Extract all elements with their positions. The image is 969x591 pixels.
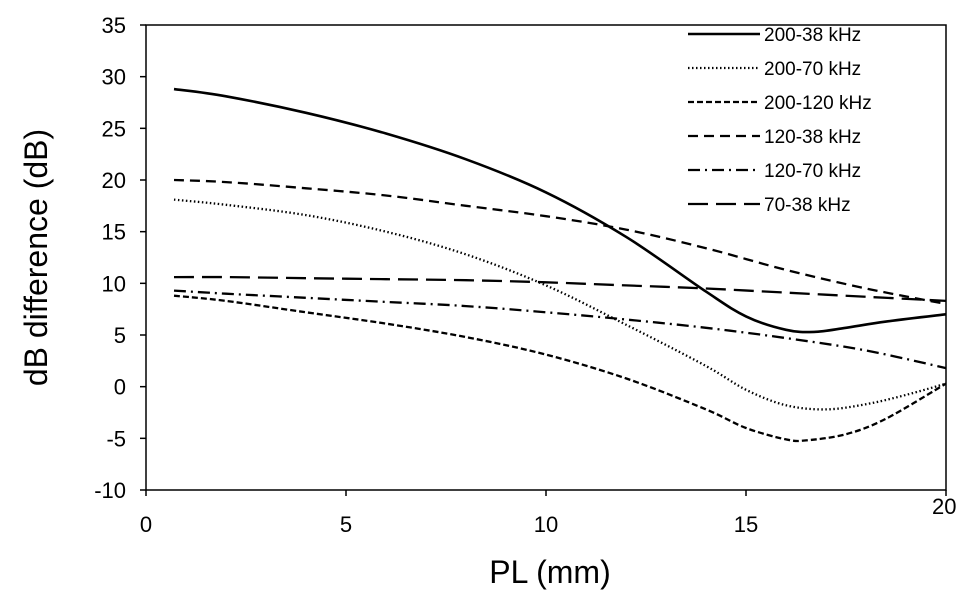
series-line <box>173 275 947 303</box>
legend-label: 120-70 kHz <box>764 161 861 182</box>
y-tick-label: 20 <box>102 168 126 193</box>
y-tick-label: 15 <box>102 220 126 245</box>
y-tick-label: 5 <box>114 323 126 348</box>
y-tick-label: -5 <box>106 426 126 451</box>
x-tick-label: 15 <box>734 512 758 537</box>
series-lines <box>173 87 947 443</box>
x-tick-label: 10 <box>534 512 558 537</box>
y-tick-label: 35 <box>102 13 126 38</box>
legend-label: 200-38 kHz <box>764 25 861 46</box>
y-tick-label: 30 <box>102 65 126 90</box>
y-tick-label: 25 <box>102 116 126 141</box>
series-line <box>173 87 947 334</box>
legend-label: 70-38 kHz <box>764 195 851 216</box>
x-axis: 0 5 10 15 20 <box>140 490 956 537</box>
y-tick-label: -10 <box>94 478 126 503</box>
legend-label: 200-70 kHz <box>764 59 861 80</box>
y-axis-title: dB difference (dB) <box>18 129 54 386</box>
x-tick-label: 0 <box>140 512 152 537</box>
legend: 200-38 kHz 200-70 kHz 200-120 kHz 120-38 kH… <box>688 25 872 216</box>
y-axis: -10 -5 0 5 10 15 20 25 30 35 <box>94 13 146 503</box>
x-tick-label: 5 <box>340 512 352 537</box>
y-tick-label: 0 <box>114 375 126 400</box>
series-line <box>173 294 947 443</box>
legend-label: 120-38 kHz <box>764 127 861 148</box>
series-line <box>173 198 947 411</box>
legend-label: 200-120 kHz <box>764 93 872 114</box>
x-axis-title: PL (mm) <box>489 554 610 590</box>
x-tick-label: 20 <box>932 494 956 519</box>
series-line <box>173 178 947 306</box>
y-tick-label: 10 <box>102 271 126 296</box>
